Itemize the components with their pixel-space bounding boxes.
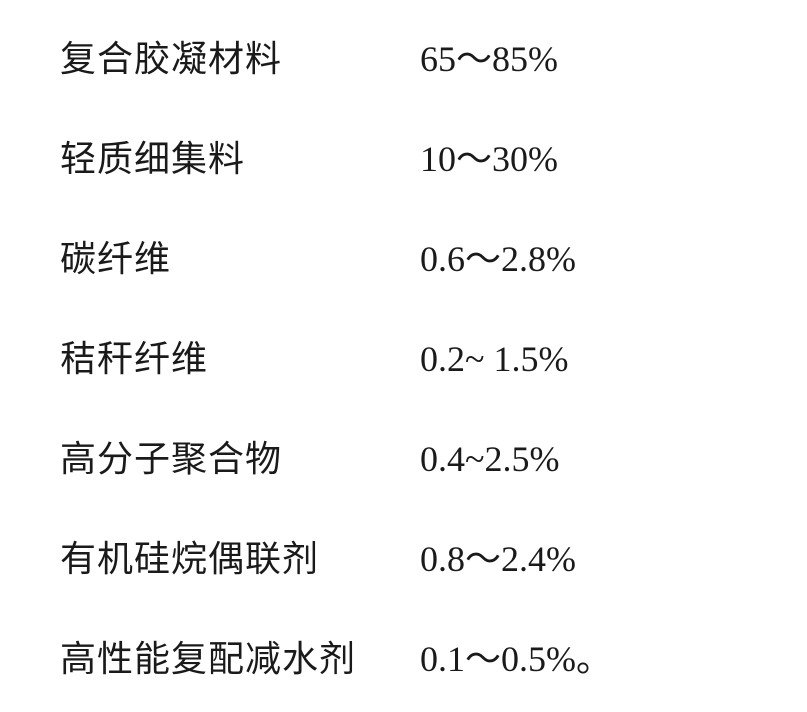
table-row: 复合胶凝材料 65～85% (60, 30, 767, 82)
ingredient-label: 碳纤维 (60, 230, 420, 282)
table-row: 有机硅烷偶联剂 0.8～2.4% (60, 530, 767, 582)
composition-table: 复合胶凝材料 65～85% 轻质细集料 10～30% 碳纤维 0.6～2.8% … (0, 0, 807, 712)
ingredient-label: 高分子聚合物 (60, 430, 420, 482)
ingredient-label: 轻质细集料 (60, 130, 420, 182)
table-row: 碳纤维 0.6～2.8% (60, 230, 767, 282)
ingredient-value: 0.4~2.5% (420, 438, 559, 480)
table-row: 轻质细集料 10～30% (60, 130, 767, 182)
ingredient-value: 0.1～0.5%。 (420, 630, 612, 682)
table-row: 高分子聚合物 0.4~2.5% (60, 430, 767, 482)
table-row: 秸秆纤维 0.2~ 1.5% (60, 330, 767, 382)
ingredient-label: 复合胶凝材料 (60, 30, 420, 82)
ingredient-label: 有机硅烷偶联剂 (60, 530, 420, 582)
ingredient-value: 65～85% (420, 30, 558, 82)
ingredient-value: 10～30% (420, 130, 558, 182)
ingredient-value: 0.8～2.4% (420, 530, 576, 582)
ingredient-value: 0.6～2.8% (420, 230, 576, 282)
ingredient-label: 高性能复配减水剂 (60, 630, 420, 682)
table-row: 高性能复配减水剂 0.1～0.5%。 (60, 630, 767, 682)
ingredient-value: 0.2~ 1.5% (420, 338, 568, 380)
ingredient-label: 秸秆纤维 (60, 330, 420, 382)
